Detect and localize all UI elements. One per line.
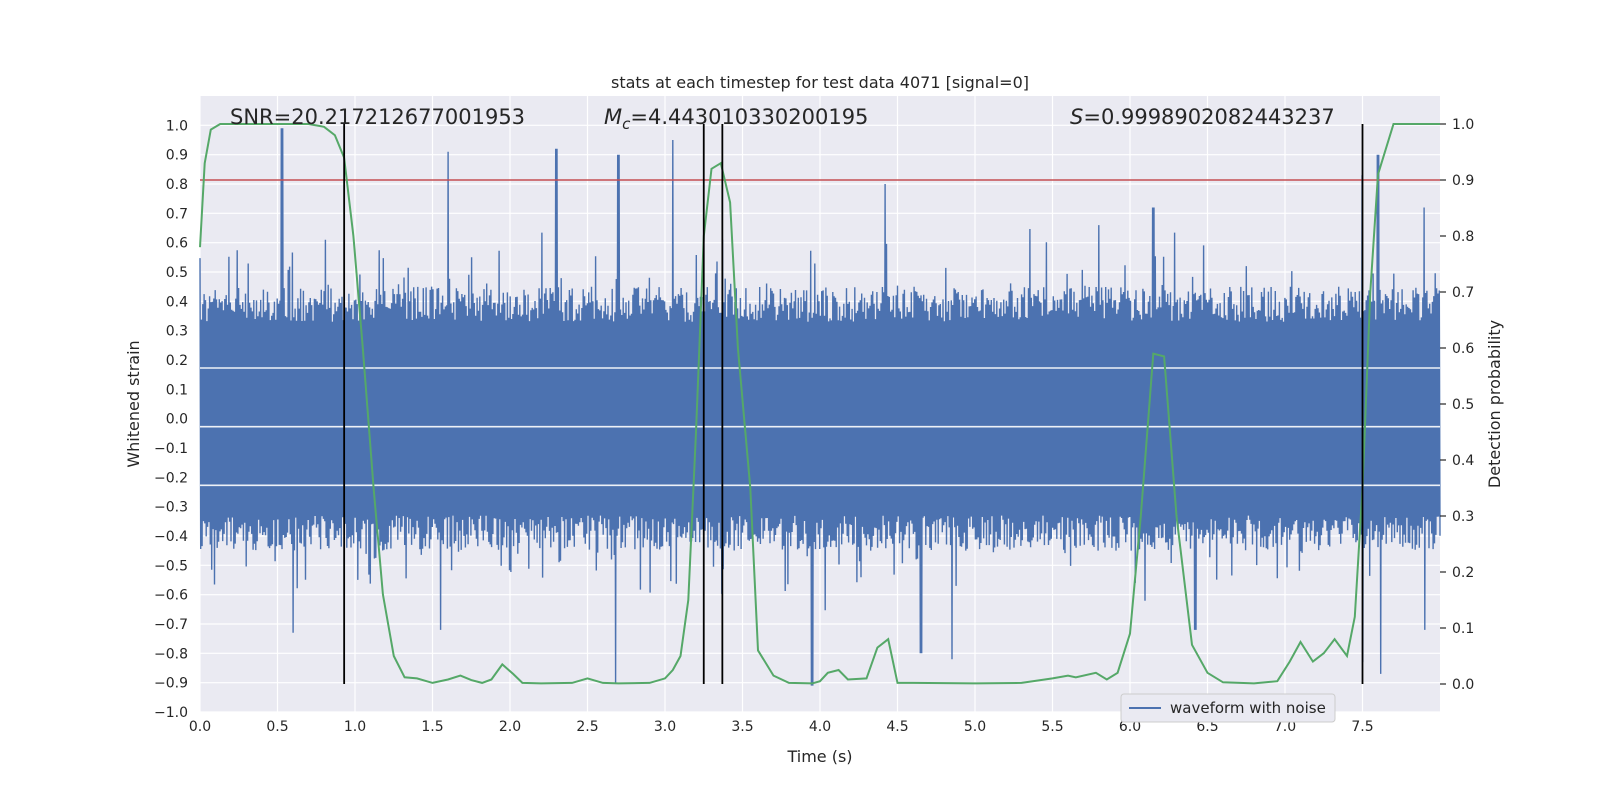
s-symbol: S [1070,105,1083,129]
mc-value: =4.443010330200195 [630,105,868,129]
mc-symbol: M [604,105,622,129]
x-tick-label: 0.5 [266,719,288,735]
x-tick-label: 3.0 [654,719,676,735]
x-tick-label: 5.0 [964,719,986,735]
probability-line [199,123,1440,685]
y2-tick-label: 0.5 [1452,397,1474,413]
x-tick-label: 6.0 [1119,719,1141,735]
y2-tick-label: 0.2 [1452,565,1474,581]
x-tick-label: 7.5 [1351,719,1373,735]
mc-subscript: c [622,115,631,133]
y2-tick-label: 1.0 [1452,117,1474,133]
y-tick-label: −0.7 [154,617,188,633]
legend-box [1120,693,1336,723]
legend: waveform with noise [1120,693,1336,723]
y-tick-label: −0.2 [154,470,188,486]
y-tick-label: −0.6 [154,588,188,604]
y-tick-label: 0.6 [166,236,188,252]
y-tick-label: 0.9 [166,148,188,164]
chart-title: stats at each timestep for test data 407… [611,73,1029,92]
y2-tick-label: 0.1 [1452,621,1474,637]
y2-tick-label: 0.6 [1452,341,1474,357]
waveform-series [199,128,1441,686]
probability-series [199,123,1440,685]
y-tick-label: 0.8 [166,177,188,193]
y2-tick-label: 0.7 [1452,285,1474,301]
y2-tick-label: 0.3 [1452,509,1474,525]
s-annotation: S=0.9998902082443237 [1070,105,1335,129]
y-tick-label: −0.1 [154,441,188,457]
x-axis-label: Time (s) [786,747,852,766]
y-tick-label: 0.2 [166,353,188,369]
waveform-line [199,128,1441,686]
y-tick-label: −0.5 [154,558,188,574]
y2-tick-label: 0.0 [1452,677,1474,693]
x-tick-label: 4.0 [809,719,831,735]
y2-tick-label: 0.4 [1452,453,1474,469]
x-tick-label: 1.0 [344,719,366,735]
x-tick-label: 5.5 [1041,719,1063,735]
y2-tick-label: 0.8 [1452,229,1474,245]
x-tick-label: 3.5 [731,719,753,735]
x-tick-label: 6.5 [1196,719,1218,735]
y-tick-label: −1.0 [154,705,188,721]
y-tick-label: 0.4 [166,294,188,310]
x-tick-label: 4.5 [886,719,908,735]
axes: 0.0 0.5 1.0 1.5 2.0 2.5 3.0 3.5 4.0 4.5 5.0 5.5 6.0 6… [154,117,1474,735]
y-tick-label: −0.4 [154,529,188,545]
y-tick-label: −0.8 [154,646,188,662]
y-tick-label: −0.3 [154,500,188,516]
chirp-mass-annotation: Mc=4.443010330200195 [604,105,868,133]
y-tick-label: 0.5 [166,265,188,281]
x-tick-label: 7.0 [1274,719,1296,735]
x-tick-label: 0.0 [189,719,211,735]
y-axis-label: Whitened strain [124,340,143,467]
y-tick-label: 0.7 [166,206,188,222]
y-tick-label: −0.9 [154,676,188,692]
s-value: =0.9998902082443237 [1083,105,1334,129]
legend-label-waveform: waveform with noise [1170,699,1326,717]
y2-tick-label: 0.9 [1452,173,1474,189]
y-tick-label: 0.3 [166,324,188,340]
y-tick-label: 0.1 [166,382,188,398]
y-tick-label: 1.0 [166,118,188,134]
x-tick-label: 2.5 [576,719,598,735]
snr-annotation: SNR=20.217212677001953 [230,105,525,129]
y-tick-label: 0.0 [166,412,188,428]
x-tick-label: 2.0 [499,719,521,735]
x-tick-label: 1.5 [421,719,443,735]
vertical-markers [343,124,1364,684]
y2-axis-label: Detection probability [1485,320,1504,488]
